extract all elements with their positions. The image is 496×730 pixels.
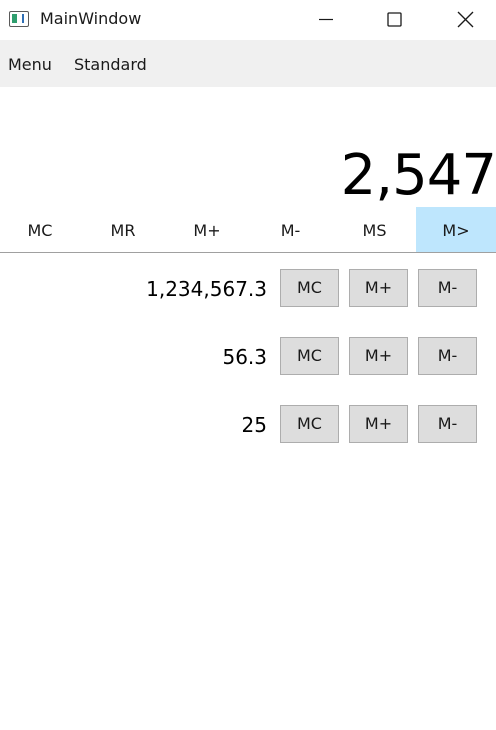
memory-item-subtract-button[interactable]: M- — [418, 405, 477, 443]
maximize-button[interactable] — [371, 0, 417, 40]
memory-subtract-button[interactable]: M- — [280, 221, 301, 240]
memory-store-button[interactable]: MS — [362, 221, 387, 240]
maximize-icon — [387, 12, 402, 27]
menu-bar: Menu Standard — [0, 40, 496, 87]
memory-item-clear-button[interactable]: MC — [280, 405, 339, 443]
memory-list-item: 25 MC M+ M- — [0, 405, 496, 445]
memory-item-add-button[interactable]: M+ — [349, 337, 408, 375]
memory-item-subtract-button[interactable]: M- — [418, 269, 477, 307]
memory-value: 56.3 — [222, 345, 267, 369]
memory-item-clear-button[interactable]: MC — [280, 269, 339, 307]
memory-list-item: 1,234,567.3 MC M+ M- — [0, 269, 496, 309]
memory-item-clear-button[interactable]: MC — [280, 337, 339, 375]
memory-add-button[interactable]: M+ — [193, 221, 221, 240]
memory-item-add-button[interactable]: M+ — [349, 405, 408, 443]
memory-list-button[interactable]: M> — [416, 207, 496, 252]
minimize-icon — [319, 18, 333, 21]
menu-item-standard[interactable]: Standard — [74, 55, 147, 74]
calculator-display: 2,547 — [340, 143, 496, 208]
memory-recall-button[interactable]: MR — [110, 221, 136, 240]
app-window-icon — [9, 11, 29, 27]
memory-item-add-button[interactable]: M+ — [349, 269, 408, 307]
memory-value: 25 — [241, 413, 267, 437]
memory-value: 1,234,567.3 — [146, 277, 267, 301]
close-button[interactable] — [442, 0, 488, 40]
minimize-button[interactable] — [302, 0, 348, 40]
menu-item-menu[interactable]: Menu — [8, 55, 52, 74]
memory-list-item: 56.3 MC M+ M- — [0, 337, 496, 377]
title-bar[interactable]: MainWindow — [0, 0, 496, 40]
close-icon — [457, 11, 474, 28]
memory-item-subtract-button[interactable]: M- — [418, 337, 477, 375]
memory-toolbar: MC MR M+ M- MS M> — [0, 207, 496, 253]
window-title: MainWindow — [40, 9, 142, 28]
memory-clear-button[interactable]: MC — [27, 221, 53, 240]
